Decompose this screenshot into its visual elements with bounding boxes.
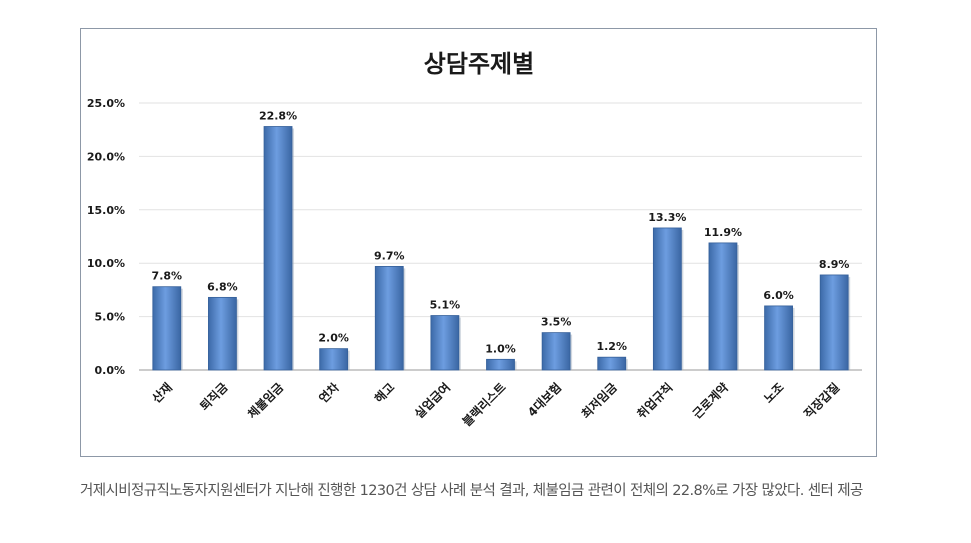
y-tick-label: 15.0%	[87, 204, 125, 217]
data-label: 1.2%	[596, 340, 627, 353]
x-category-label: 최저임금	[578, 380, 620, 422]
x-category-label: 블랙리스트	[459, 380, 509, 430]
x-category-label: 연차	[316, 380, 342, 406]
data-label: 5.1%	[430, 299, 461, 312]
x-category-label: 퇴직금	[197, 380, 231, 414]
y-tick-label: 25.0%	[87, 97, 125, 110]
data-label: 9.7%	[374, 249, 405, 262]
y-tick-label: 10.0%	[87, 257, 125, 270]
y-tick-label: 20.0%	[87, 150, 125, 163]
data-label: 11.9%	[704, 226, 742, 239]
y-tick-label: 5.0%	[94, 311, 125, 324]
bar	[708, 242, 738, 371]
bar-chart: 상담주제별 0.0% 5.0% 10.0% 15.0% 20.0% 25.0% 7.8% 6…	[87, 50, 862, 430]
x-category-label: 직장갑질	[800, 380, 842, 422]
data-label: 13.3%	[648, 211, 686, 224]
bar	[652, 227, 682, 371]
data-label: 1.0%	[485, 342, 516, 355]
data-label: 6.0%	[763, 289, 794, 302]
bar	[374, 266, 404, 371]
bar	[152, 286, 182, 371]
x-category-label: 해고	[372, 380, 398, 406]
gridlines	[139, 102, 862, 371]
x-category-label: 근로계약	[689, 380, 731, 422]
bar	[819, 274, 849, 371]
data-label: 7.8%	[152, 270, 183, 283]
bar	[208, 296, 237, 371]
x-category-label: 4대보험	[524, 380, 564, 420]
bar	[319, 348, 349, 371]
data-label: 8.9%	[819, 258, 850, 271]
x-category-label: 체불임금	[244, 380, 286, 422]
y-axis-ticks: 0.0% 5.0% 10.0% 15.0% 20.0% 25.0%	[87, 97, 125, 377]
bar	[541, 332, 571, 371]
y-tick-label: 0.0%	[94, 364, 125, 377]
chart-frame: 상담주제별 0.0% 5.0% 10.0% 15.0% 20.0% 25.0% 7.8% 6…	[80, 28, 877, 457]
data-labels: 7.8% 6.8% 22.8% 2.0% 9.7% 5.1% 1.0% 3.5% 1.2% 13.…	[152, 109, 850, 355]
x-category-label: 노조	[761, 380, 787, 406]
x-category-label: 산재	[149, 380, 175, 406]
x-category-label: 실업급여	[411, 380, 453, 422]
x-axis-categories: 산재 퇴직금 체불임금 연차 해고 실업급여 블랙리스트 4대보험 최저임금 취업규칙 근로계약 노조…	[149, 380, 843, 430]
bar	[430, 315, 460, 371]
data-label: 3.5%	[541, 316, 572, 329]
bar	[597, 356, 627, 371]
x-category-label: 취업규칙	[634, 380, 676, 422]
data-label: 22.8%	[259, 109, 297, 122]
data-label: 6.8%	[207, 280, 238, 293]
chart-title: 상담주제별	[424, 50, 534, 78]
bar	[764, 305, 793, 371]
photo-caption: 거제시비정규직노동자지원센터가 지난해 진행한 1230건 상담 사례 분석 결…	[80, 483, 863, 499]
data-label: 2.0%	[318, 332, 349, 345]
bar	[263, 126, 293, 371]
bars	[152, 126, 851, 371]
bar	[486, 358, 515, 371]
